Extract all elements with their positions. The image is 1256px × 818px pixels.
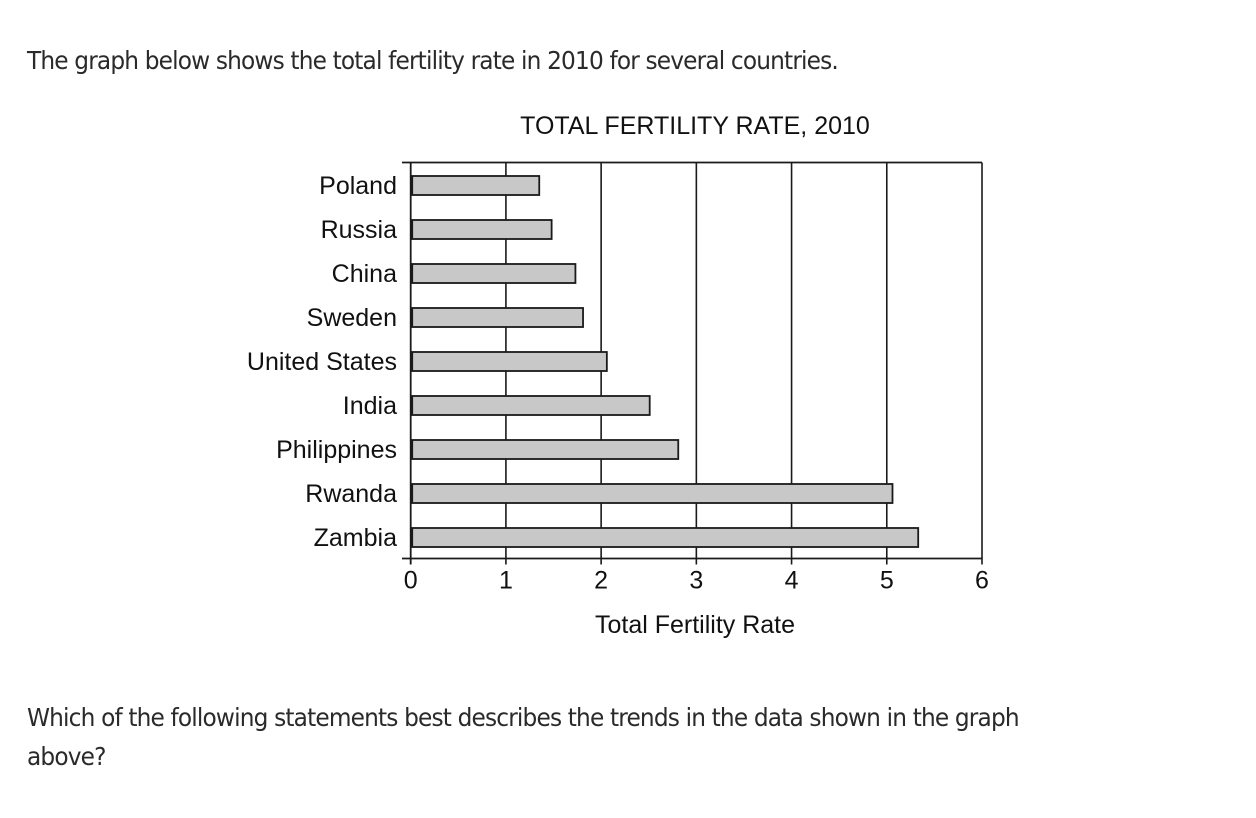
x-tick-label: 6 xyxy=(975,567,989,595)
category-label: Poland xyxy=(319,172,397,200)
x-tick-label: 4 xyxy=(785,567,799,595)
category-label: Zambia xyxy=(314,524,397,552)
tick-labels: 0 1 2 3 4 5 6 xyxy=(404,567,989,595)
category-label: Philippines xyxy=(276,436,397,464)
category-label: China xyxy=(332,260,397,288)
x-tick-label: 5 xyxy=(880,567,894,595)
bar-russia xyxy=(411,219,553,240)
bar-poland xyxy=(411,175,541,196)
question-text: Which of the following statements best d… xyxy=(27,698,1207,776)
category-labels: Poland Russia China Sweden United States Indi… xyxy=(247,172,397,552)
bar-rwanda xyxy=(411,483,894,504)
category-label: India xyxy=(343,392,397,420)
chart-title: TOTAL FERTILITY RATE, 2010 xyxy=(520,112,870,140)
bar-china xyxy=(411,263,577,284)
bar-india xyxy=(411,395,651,416)
fertility-bar-chart: TOTAL FERTILITY RATE, 2010 Poland Russia C… xyxy=(247,112,989,639)
x-tick-label: 2 xyxy=(594,567,608,595)
x-tick-label: 0 xyxy=(404,567,418,595)
category-label: Russia xyxy=(321,216,398,244)
bars xyxy=(411,175,920,548)
question-line-2: above? xyxy=(27,742,106,771)
bar-united-states xyxy=(411,351,608,372)
x-axis-title: Total Fertility Rate xyxy=(595,611,795,639)
category-label: United States xyxy=(247,348,397,376)
x-tick-label: 3 xyxy=(689,567,703,595)
bar-zambia xyxy=(411,527,920,548)
bar-sweden xyxy=(411,307,584,328)
x-tick-label: 1 xyxy=(499,567,513,595)
category-label: Sweden xyxy=(307,304,397,332)
bar-philippines xyxy=(411,439,680,460)
axes xyxy=(402,161,983,565)
intro-text: The graph below shows the total fertilit… xyxy=(27,46,839,75)
question-line-1: Which of the following statements best d… xyxy=(27,703,1020,732)
category-label: Rwanda xyxy=(305,480,397,508)
